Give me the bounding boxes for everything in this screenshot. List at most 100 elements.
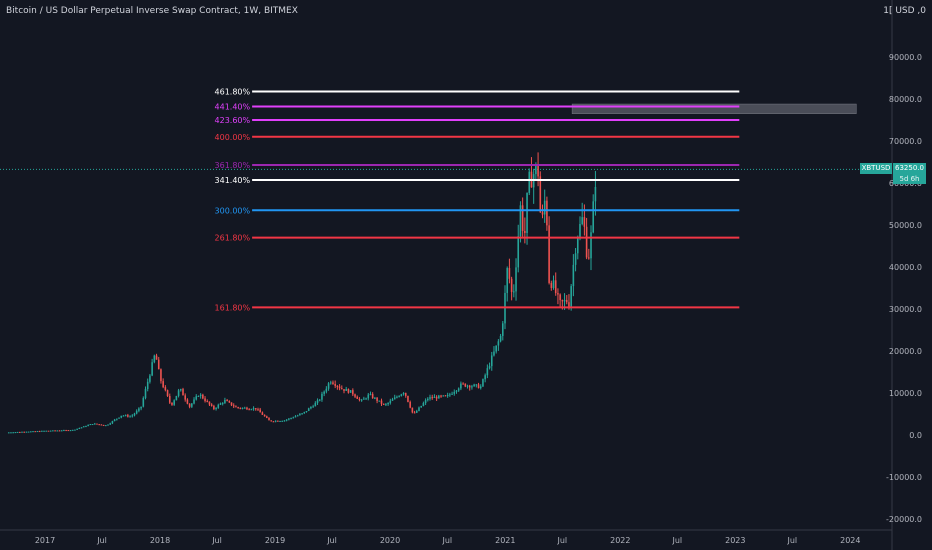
candle-body xyxy=(124,415,127,417)
candle-body xyxy=(151,362,153,376)
candle-body xyxy=(111,421,114,424)
candle-body xyxy=(374,397,376,399)
candle-body xyxy=(579,223,581,238)
candle-body xyxy=(107,424,109,426)
candle-body xyxy=(166,390,169,397)
fib-level-label: 300.00% xyxy=(215,206,251,215)
candle-body xyxy=(43,430,45,432)
candle-body xyxy=(557,293,559,295)
candle-body xyxy=(352,390,354,395)
candle-body xyxy=(202,394,204,399)
fibonacci-extension-layer: 461.80% 441.40% 423.60% 400.00% 361.80% 341.4… xyxy=(215,87,740,312)
candle-body xyxy=(521,205,524,231)
fib-level-label: 341.40% xyxy=(215,176,251,185)
candle-body xyxy=(69,430,72,432)
candle-body xyxy=(259,409,261,413)
candle-layer xyxy=(7,152,597,434)
candle-body xyxy=(118,417,120,419)
x-tick-label: Jul xyxy=(442,536,453,545)
candle-body xyxy=(490,355,493,367)
candle-body xyxy=(58,430,61,432)
candle-body xyxy=(49,430,52,432)
candle-body xyxy=(323,391,325,394)
time-axis[interactable]: 2017 Jul 2018 Jul 2019 Jul 2020 Jul 2021 Jul 2022 J… xyxy=(35,536,861,545)
candle-body xyxy=(466,385,469,387)
candle-body xyxy=(385,404,387,406)
currency-label[interactable]: 1[ USD ,0 xyxy=(883,6,926,16)
candle-body xyxy=(356,396,359,399)
candle-body xyxy=(468,385,471,388)
fib-level-label: 400.00% xyxy=(215,133,251,142)
candle-body xyxy=(404,392,407,396)
candle-body xyxy=(365,398,367,400)
candle-body xyxy=(307,408,310,412)
candle-body xyxy=(457,388,460,391)
candle-body xyxy=(177,390,180,396)
candle-body xyxy=(515,267,517,292)
fib-level-label: 161.80% xyxy=(215,303,251,312)
candle-body xyxy=(294,416,297,418)
candle-body xyxy=(321,393,323,400)
fib-level-label: 423.60% xyxy=(215,116,251,125)
candle-body xyxy=(188,403,191,407)
candle-body xyxy=(338,386,341,389)
candle-body xyxy=(524,230,526,233)
candle-body xyxy=(25,431,28,433)
candle-body xyxy=(10,432,12,434)
candle-body xyxy=(336,385,339,387)
candle-body xyxy=(232,405,235,407)
target-zone-box[interactable] xyxy=(571,103,857,114)
candle-body xyxy=(411,407,414,413)
candle-body xyxy=(420,405,422,408)
candle-body xyxy=(455,390,458,392)
candle-body xyxy=(217,404,220,408)
candle-body xyxy=(316,400,319,403)
x-tick-label: Jul xyxy=(672,536,683,545)
candle-body xyxy=(391,399,394,401)
candle-body xyxy=(499,335,502,342)
candle-body xyxy=(102,424,105,426)
candle-body xyxy=(34,431,37,433)
candle-body xyxy=(550,282,553,288)
candle-body xyxy=(305,411,308,413)
candle-body xyxy=(429,397,431,399)
candle-body xyxy=(228,401,231,403)
x-tick-label: 2022 xyxy=(610,536,630,545)
candle-body xyxy=(63,430,65,432)
candle-body xyxy=(389,400,392,403)
x-tick-label: Jul xyxy=(326,536,337,545)
candle-body xyxy=(285,419,288,421)
candle-body xyxy=(173,400,175,405)
candle-body xyxy=(266,416,268,418)
candle-body xyxy=(517,236,520,268)
candle-body xyxy=(581,217,583,224)
candle-body xyxy=(206,401,209,403)
candle-body xyxy=(171,402,173,405)
candle-body xyxy=(296,415,299,417)
candle-body xyxy=(78,428,81,430)
candle-body xyxy=(363,398,365,400)
candle-body xyxy=(199,394,202,397)
candle-body xyxy=(325,388,328,392)
candle-body xyxy=(32,431,34,433)
candle-body xyxy=(427,398,429,401)
candle-body xyxy=(592,201,595,233)
candle-body xyxy=(113,419,116,422)
candle-body xyxy=(565,299,568,303)
price-axis[interactable]: 90000.080000.070000.060000.050000.040000… xyxy=(886,53,922,524)
candle-body xyxy=(162,381,164,388)
candle-body xyxy=(277,420,279,422)
candle-body xyxy=(299,414,301,416)
x-tick-label: Jul xyxy=(557,536,568,545)
candle-body xyxy=(495,345,497,352)
candle-body xyxy=(360,399,363,401)
x-tick-label: 2017 xyxy=(35,536,55,545)
candle-body xyxy=(327,383,330,389)
candle-body xyxy=(257,409,259,411)
y-tick-label: 0.0 xyxy=(909,431,922,440)
candle-body xyxy=(424,400,427,404)
candle-body xyxy=(310,406,312,409)
candle-body xyxy=(462,383,464,385)
candle-body xyxy=(568,302,570,308)
